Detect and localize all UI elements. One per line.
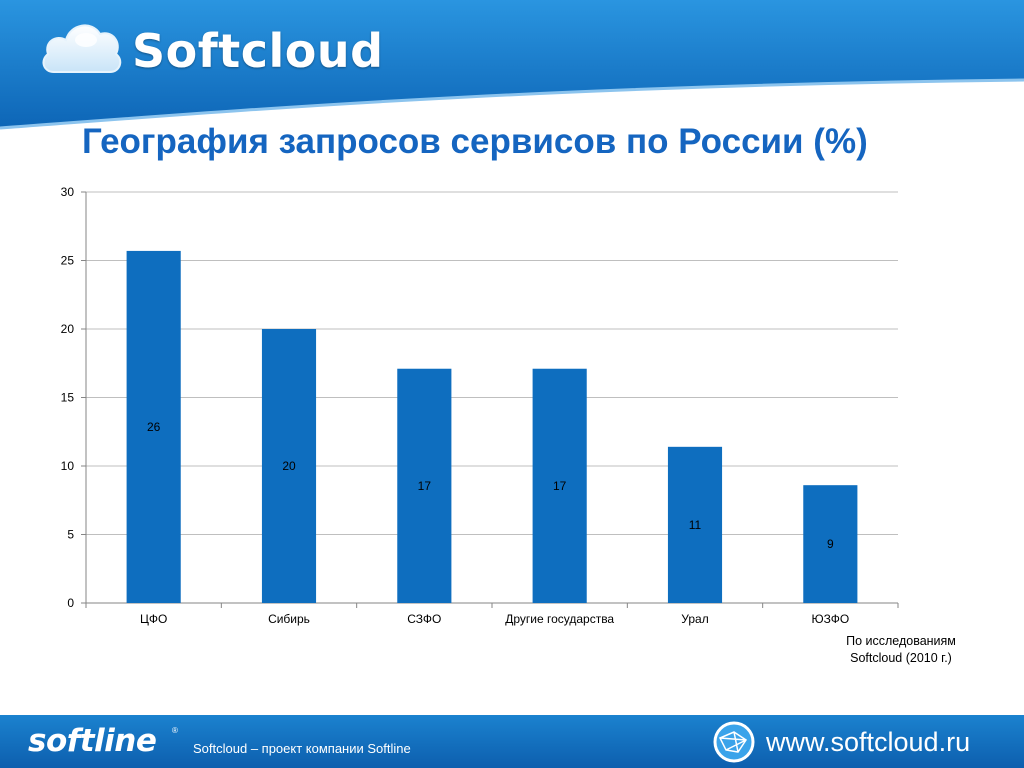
cloud-logo-icon [42, 24, 122, 73]
x-tick-label: СЗФО [407, 612, 441, 626]
x-tick-label: Другие государства [505, 612, 614, 626]
y-tick-label: 0 [67, 596, 74, 610]
page-title: География запросов сервисов по России (%… [82, 122, 868, 161]
registered-mark: ® [172, 726, 178, 735]
website-link[interactable]: www.softcloud.ru [766, 727, 971, 757]
bar-0 [126, 250, 181, 603]
x-tick-label: ЦФО [140, 612, 167, 626]
data-label: 17 [553, 479, 567, 493]
y-tick-label: 5 [67, 528, 74, 542]
data-label: 26 [147, 420, 161, 434]
bar-3 [532, 368, 587, 603]
footer-tagline: Softcloud – проект компании Softline [193, 741, 411, 756]
brand-name: Softcloud [132, 24, 384, 78]
globe-icon [713, 721, 755, 763]
x-tick-label: ЮЗФО [811, 612, 849, 626]
footer-bar: softline ® Softcloud – проект компании S… [0, 715, 1024, 768]
bar-4 [667, 446, 723, 603]
softline-logo: softline [28, 723, 157, 759]
source-note: По исследованиям Softcloud (2010 г.) [816, 633, 986, 667]
x-tick-label: Сибирь [268, 612, 310, 626]
data-label: 11 [689, 518, 702, 532]
data-label: 20 [282, 459, 296, 473]
y-tick-label: 15 [61, 391, 75, 405]
bar-chart: 0 5 10 15 20 25 30 26 ЦФО 20 Сибирь 17 СЗФО 17 Другие … [61, 185, 899, 626]
header-banner: Softcloud [0, 0, 1024, 135]
source-note-line-1: По исследованиям [846, 634, 956, 648]
bar-5 [803, 485, 858, 603]
source-note-line-2: Softcloud (2010 г.) [850, 651, 952, 665]
y-tick-label: 10 [61, 459, 75, 473]
header-background [0, 0, 1024, 135]
y-tick-label: 25 [61, 254, 75, 268]
y-tick-label: 20 [61, 322, 75, 336]
bar-2 [397, 368, 452, 603]
y-tick-label: 30 [61, 185, 75, 199]
data-label: 17 [418, 479, 432, 493]
x-tick-label: Урал [681, 612, 708, 626]
data-label: 9 [827, 537, 834, 551]
bar-1 [261, 329, 317, 603]
